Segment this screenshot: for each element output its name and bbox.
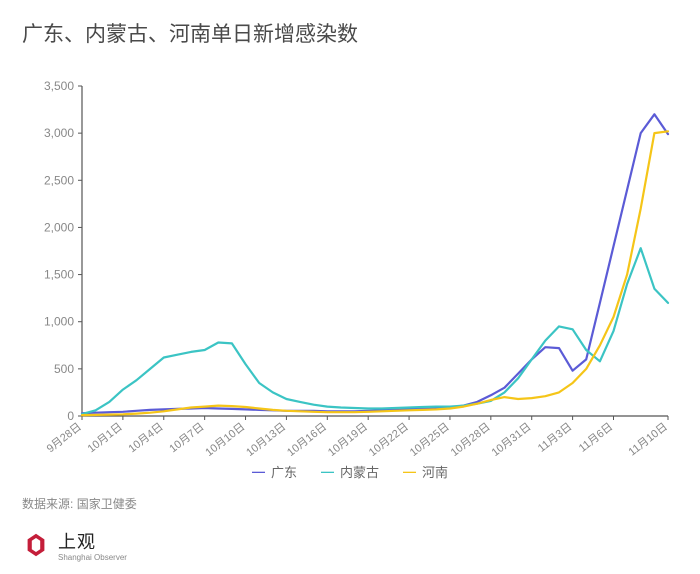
data-source: 数据来源: 国家卫健委 bbox=[22, 495, 678, 512]
svg-text:10月4日: 10月4日 bbox=[126, 421, 165, 455]
svg-text:10月22日: 10月22日 bbox=[367, 421, 411, 456]
svg-text:10月28日: 10月28日 bbox=[449, 421, 493, 456]
svg-text:500: 500 bbox=[54, 362, 74, 376]
chart-container: 广东、内蒙古、河南单日新增感染数 0 500 1,000 1,500 2,000 2,50… bbox=[0, 0, 700, 574]
brand-sub: Shanghai Observer bbox=[58, 554, 127, 562]
legend-label: 河南 bbox=[422, 462, 448, 481]
svg-text:10月10日: 10月10日 bbox=[203, 421, 247, 456]
svg-text:10月7日: 10月7日 bbox=[167, 421, 206, 455]
legend-item: — 内蒙古 bbox=[321, 462, 379, 481]
brand-name: 上观 bbox=[58, 532, 96, 552]
svg-text:9月28日: 9月28日 bbox=[45, 421, 84, 455]
svg-text:11月3日: 11月3日 bbox=[536, 421, 575, 455]
legend-label: 广东 bbox=[271, 462, 297, 481]
svg-text:1,500: 1,500 bbox=[44, 268, 74, 282]
svg-text:10月13日: 10月13日 bbox=[244, 421, 288, 456]
svg-text:11月10日: 11月10日 bbox=[626, 421, 669, 456]
series-line bbox=[82, 248, 668, 414]
legend-item: — 河南 bbox=[403, 462, 448, 481]
svg-text:1,000: 1,000 bbox=[44, 315, 74, 329]
brand-row: 上观 Shanghai Observer bbox=[22, 528, 678, 562]
svg-text:3,500: 3,500 bbox=[44, 79, 74, 93]
source-value: 国家卫健委 bbox=[77, 497, 137, 511]
svg-text:0: 0 bbox=[67, 409, 74, 423]
svg-text:3,000: 3,000 bbox=[44, 126, 74, 140]
svg-text:10月31日: 10月31日 bbox=[490, 421, 534, 456]
series-line bbox=[82, 131, 668, 415]
legend-label: 内蒙古 bbox=[340, 462, 379, 481]
chart-legend: — 广东 — 内蒙古 — 河南 bbox=[22, 462, 678, 481]
legend-swatch: — bbox=[403, 464, 416, 479]
svg-text:10月16日: 10月16日 bbox=[285, 421, 329, 456]
svg-text:2,000: 2,000 bbox=[44, 220, 74, 234]
brand-text-wrap: 上观 Shanghai Observer bbox=[58, 528, 127, 562]
source-label: 数据来源: bbox=[22, 497, 73, 511]
svg-text:11月6日: 11月6日 bbox=[577, 421, 616, 455]
series-line bbox=[82, 114, 668, 413]
legend-item: — 广东 bbox=[252, 462, 297, 481]
legend-swatch: — bbox=[252, 464, 265, 479]
brand-logo-icon bbox=[22, 531, 50, 559]
svg-text:10月19日: 10月19日 bbox=[326, 421, 370, 456]
svg-text:10月1日: 10月1日 bbox=[86, 421, 125, 455]
line-chart-svg: 05001,0001,5002,0002,5003,0003,5009月28日1… bbox=[22, 76, 678, 456]
svg-text:10月25日: 10月25日 bbox=[408, 421, 452, 456]
legend-swatch: — bbox=[321, 464, 334, 479]
svg-text:2,500: 2,500 bbox=[44, 173, 74, 187]
chart-title: 广东、内蒙古、河南单日新增感染数 bbox=[22, 18, 678, 48]
chart-plot-area: 05001,0001,5002,0002,5003,0003,5009月28日1… bbox=[22, 76, 678, 456]
